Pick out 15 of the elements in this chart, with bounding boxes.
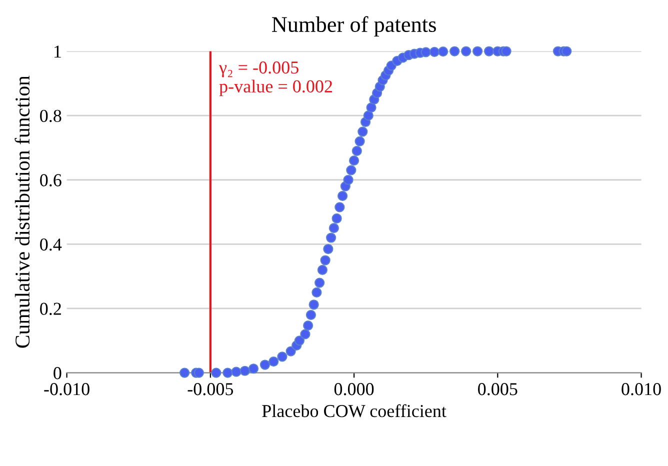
x-tick-label: -0.005 <box>188 383 234 396</box>
y-tick-label: 0.2 <box>40 302 61 316</box>
y-tick-label: 0.6 <box>40 174 62 186</box>
y-tick-label: 0.8 <box>40 110 62 122</box>
ref-line-label: γ₂ = -0.005 p-value = 0.002 <box>219 61 332 96</box>
x-tick-label: 0.010 <box>622 383 661 396</box>
x-tick-label: -0.010 <box>44 383 90 396</box>
y-axis-title: Cumulative distribution function <box>14 76 30 348</box>
y-tick-label: 0 <box>54 367 62 380</box>
y-tick-label: 1 <box>54 46 61 58</box>
chart-title: Number of patents <box>272 16 436 37</box>
x-axis-title: Placebo COW coefficient <box>262 404 446 418</box>
x-tick-label: 0.005 <box>478 383 518 396</box>
x-tick-label: 0.000 <box>334 383 374 396</box>
y-tick-label: 0.4 <box>40 238 62 251</box>
